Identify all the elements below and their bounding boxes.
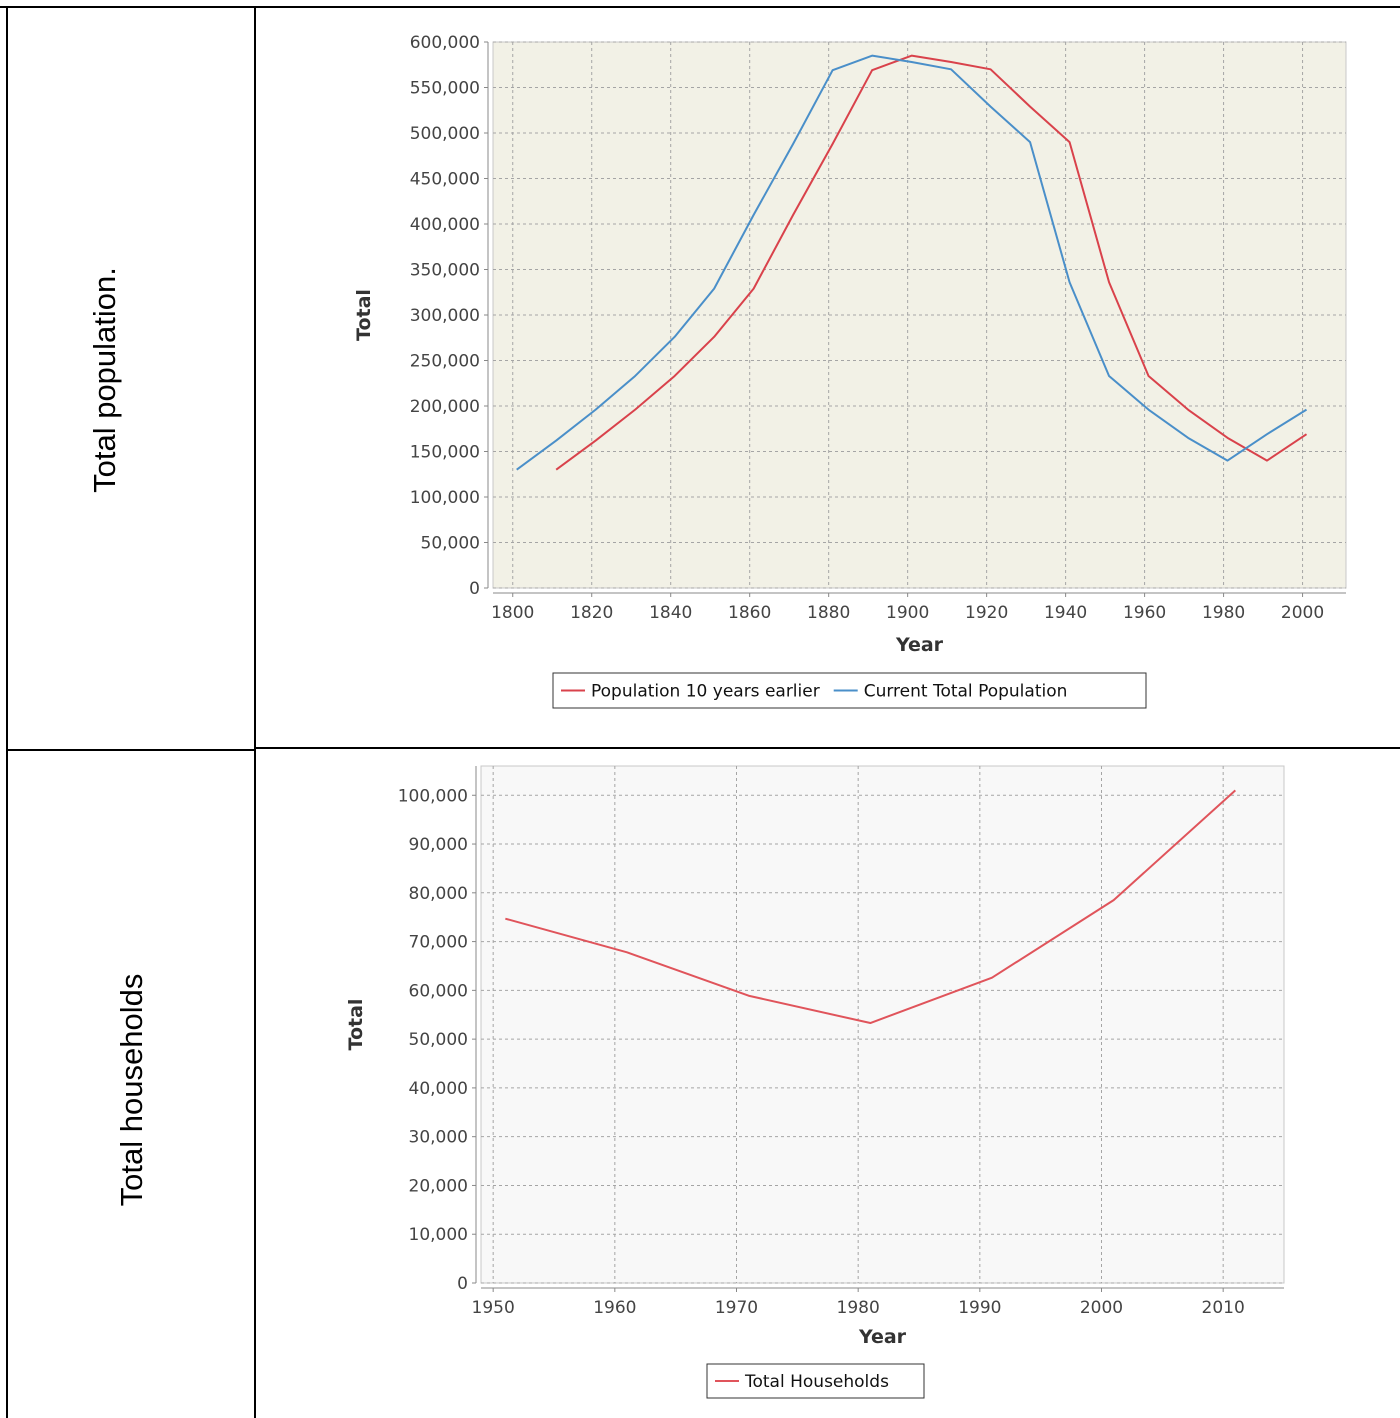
x-axis-title: Year (895, 634, 944, 656)
y-tick-label: 90,000 (409, 835, 468, 855)
legend-box (706, 1363, 925, 1399)
x-tick-label: 2000 (1281, 603, 1324, 623)
table-border-top (0, 6, 1400, 8)
x-tick-label: 1980 (1202, 603, 1245, 623)
x-tick-label: 1820 (570, 603, 613, 623)
y-tick-label: 250,000 (410, 352, 480, 372)
chart-1: 1800 1820 1840 1860 1880 1900 1920 1940 1960 1980… (353, 33, 1347, 709)
y-tick-label: 10,000 (409, 1225, 468, 1245)
x-tick-label: 1860 (728, 603, 771, 623)
y-axis-title: Total (353, 289, 375, 341)
y-tick-label: 300,000 (410, 306, 480, 326)
legend-label: Total Households (744, 1372, 889, 1392)
y-tick-label: 350,000 (410, 261, 480, 281)
x-tick-label: 1940 (1044, 603, 1087, 623)
table-border-left (6, 6, 8, 1418)
y-tick-label: 50,000 (409, 1030, 468, 1050)
x-tick-label: 1990 (958, 1298, 1001, 1318)
y-tick-label: 70,000 (409, 933, 468, 953)
y-tick-label: 20,000 (409, 1176, 468, 1196)
chart-2: 1950 1960 1970 1980 1990 2000 2010 0 10,000 20,00… (345, 765, 1285, 1399)
x-tick-label: 1920 (965, 603, 1008, 623)
x-tick-label: 1950 (472, 1298, 515, 1318)
table-row-divider-right (256, 747, 1400, 749)
y-tick-label: 150,000 (410, 443, 480, 463)
y-tick-label: 50,000 (421, 534, 480, 554)
y-tick-label: 600,000 (410, 33, 480, 53)
legend-label: Current Total Population (864, 682, 1068, 702)
y-tick-label: 200,000 (410, 397, 480, 417)
y-tick-label: 100,000 (410, 488, 480, 508)
x-tick-label: 1900 (886, 603, 929, 623)
x-tick-label: 1970 (715, 1298, 758, 1318)
x-tick-label: 1980 (837, 1298, 880, 1318)
y-tick-label: 550,000 (410, 79, 480, 99)
y-tick-label: 30,000 (409, 1128, 468, 1148)
x-axis-title: Year (858, 1326, 907, 1348)
y-tick-label: 0 (469, 579, 480, 599)
y-axis-title: Total (345, 999, 367, 1051)
table-row-divider-left (6, 749, 256, 751)
y-tick-label: 80,000 (409, 884, 468, 904)
y-tick-label: 40,000 (409, 1079, 468, 1099)
x-tick-label: 2010 (1202, 1298, 1245, 1318)
series-line (555, 54, 1308, 471)
x-tick-label: 1840 (649, 603, 692, 623)
y-tick-label: 0 (457, 1274, 468, 1294)
y-tick-label: 100,000 (398, 786, 468, 806)
x-tick-label: 2000 (1080, 1298, 1123, 1318)
x-tick-label: 1800 (491, 603, 534, 623)
x-tick-label: 1880 (807, 603, 850, 623)
y-tick-label: 450,000 (410, 170, 480, 190)
table-column-divider (254, 6, 256, 1418)
x-tick-label: 1960 (1123, 603, 1166, 623)
x-tick-label: 1960 (593, 1298, 636, 1318)
y-tick-label: 500,000 (410, 124, 480, 144)
legend-label: Population 10 years earlier (591, 682, 820, 702)
y-tick-label: 60,000 (409, 981, 468, 1001)
y-tick-label: 400,000 (410, 215, 480, 235)
